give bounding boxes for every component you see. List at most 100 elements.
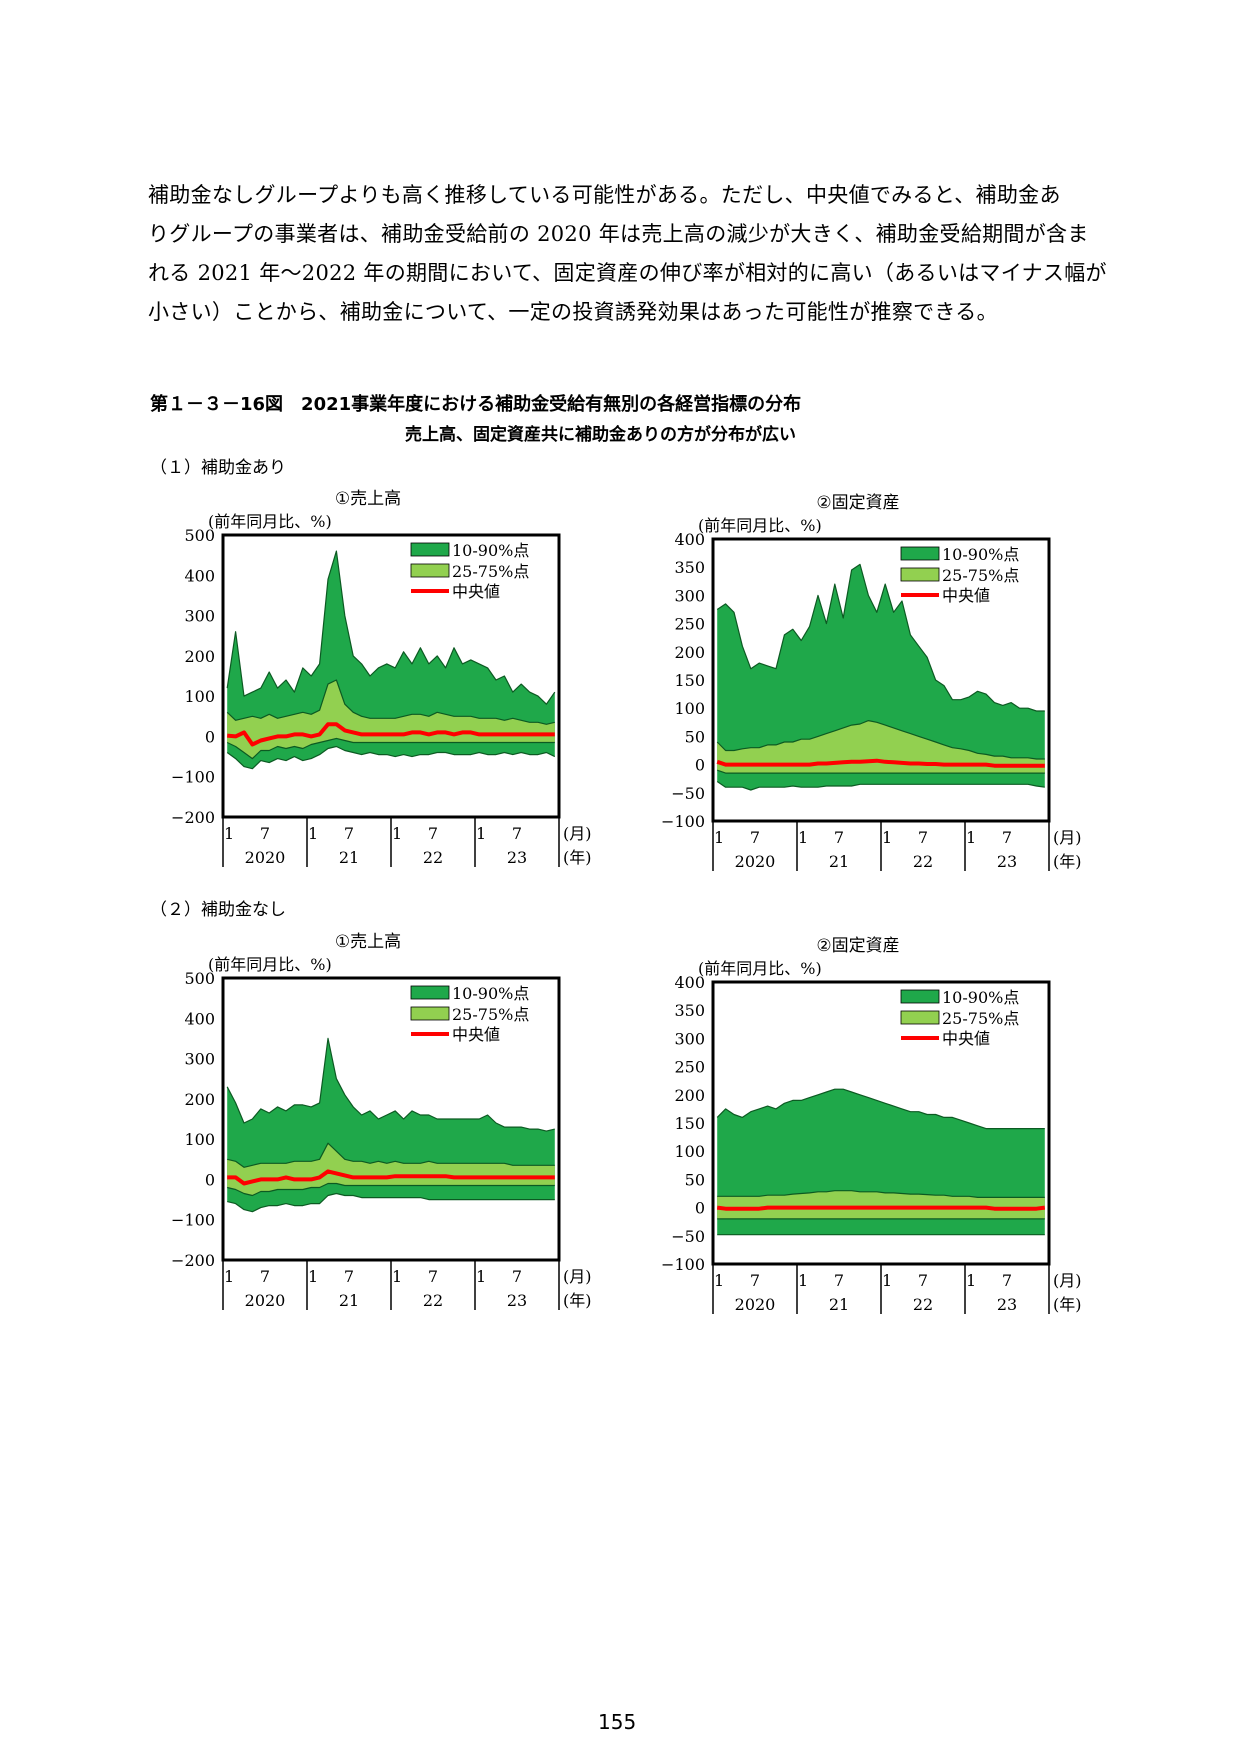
y-tick-label: 400	[184, 1009, 215, 1028]
x-tick-label: 7	[1002, 828, 1012, 847]
series-line-median	[716, 1205, 1046, 1211]
chart-panel-sales-without-subsidy: ①売上高 (前年同月比、%) −200 −100 0 100 200 300 400 500 1 7 2…	[140, 921, 620, 1321]
x-year-label: 22	[423, 1291, 443, 1310]
y-tick-label: −50	[671, 1227, 705, 1246]
x-tick-label: 1	[224, 824, 234, 843]
y-tick-label: 100	[674, 699, 705, 718]
y-tick-label: 350	[674, 558, 705, 577]
series-line-p90	[226, 550, 556, 705]
x-tick-label: 7	[834, 1271, 844, 1290]
paragraph-line: 小さい）ことから、補助金について、一定の投資誘発効果はあった可能性が推察できる。	[148, 300, 998, 324]
x-tick-label: 1	[714, 1271, 724, 1290]
band-25-75	[227, 680, 555, 759]
band-25-75	[227, 1143, 555, 1196]
series-line-median	[716, 758, 1045, 768]
x-year-label: 2020	[245, 848, 286, 867]
chart-assets-with-subsidy: ②固定資産 (前年同月比、%) −100 −50 0 50 100 150 200 250 300 3…	[661, 493, 1082, 871]
y-tick-label: 200	[184, 1090, 215, 1109]
x-tick-label: 1	[966, 1271, 976, 1290]
y-tick-label: 300	[184, 1050, 215, 1069]
series-line-p75	[226, 679, 555, 725]
series-line-median	[227, 722, 555, 747]
y-tick-label: 200	[674, 643, 705, 662]
legend-label: 25-75%点	[452, 562, 529, 581]
y-unit-label: (前年同月比、%)	[698, 516, 822, 535]
y-tick-label: −200	[171, 808, 215, 827]
series-line-p10	[716, 781, 1045, 791]
y-tick-label: 100	[184, 1130, 215, 1149]
y-tick-label: −50	[671, 784, 705, 803]
section-label-with-subsidy: （１）補助金あり	[150, 458, 286, 478]
chart-panel-assets-without-subsidy: ②固定資産 (前年同月比、%) −100 −50 0 50 100 150 200 250 300 3…	[630, 925, 1110, 1325]
chart-sales-without-subsidy: ①売上高(前年同月比、%) −200 −100 0 100 200 300 400 500 1 7 2…	[171, 932, 592, 1310]
x-tick-label: 7	[344, 824, 354, 843]
x-tick-label: 7	[512, 824, 522, 843]
y-tick-label: 150	[674, 1114, 705, 1133]
y-tick-label: −100	[171, 768, 215, 787]
x-tick-label: 1	[392, 1267, 402, 1286]
legend-label: 25-75%点	[942, 566, 1019, 585]
y-tick-label: 300	[674, 1029, 705, 1048]
x-tick-label: 1	[714, 828, 724, 847]
figure-subtitle: 売上高、固定資産共に補助金ありの方が分布が広い	[405, 425, 796, 445]
series-line-p25	[717, 769, 1045, 774]
series-line-p90	[716, 1088, 1045, 1130]
x-year-label: 23	[997, 852, 1017, 871]
legend-swatch-10-90	[410, 542, 450, 557]
chart-title: ①売上高	[335, 932, 401, 952]
x-tick-label: 7	[918, 828, 928, 847]
y-tick-label: 500	[184, 969, 215, 988]
x-year-label: 22	[913, 852, 933, 871]
band-10-90	[717, 564, 1045, 790]
series-line-p10	[227, 1192, 555, 1213]
legend-label: 10-90%点	[452, 541, 529, 560]
x-unit-label: (月)	[1053, 1271, 1082, 1290]
x-year-label: 21	[829, 852, 849, 871]
series-line-p10	[226, 745, 556, 770]
x-unit-label: (月)	[1053, 828, 1082, 847]
figure-title: 第１－３－16図 2021事業年度における補助金受給有無別の各経営指標の分布	[150, 394, 802, 415]
y-tick-label: −100	[171, 1211, 215, 1230]
x-year-label: 2020	[735, 852, 776, 871]
x-tick-label: 1	[966, 828, 976, 847]
y-tick-label: 0	[695, 756, 705, 775]
x-year-label: 21	[339, 848, 359, 867]
y-tick-label: 200	[184, 647, 215, 666]
y-tick-label: 400	[674, 973, 705, 992]
year-unit-label: (年)	[563, 1291, 592, 1310]
x-year-label: 22	[913, 1295, 933, 1314]
body-paragraph: 補助金なしグループよりも高く推移している可能性がある。ただし、中央値でみると、補…	[148, 176, 1138, 332]
chart-title: ②固定資産	[816, 493, 899, 513]
chart-sales-with-subsidy: ①売上高(前年同月比、%) −200 −100 0 100 200 300 400 500 1 7 2…	[171, 489, 592, 867]
x-tick-label: 1	[392, 824, 402, 843]
legend-swatch-25-75	[900, 1010, 940, 1025]
y-tick-label: 250	[674, 1058, 705, 1077]
legend-label: 25-75%点	[942, 1009, 1019, 1028]
paragraph-line: 補助金なしグループよりも高く推移している可能性がある。ただし、中央値でみると、補…	[148, 183, 1061, 207]
x-year-label: 21	[829, 1295, 849, 1314]
x-unit-label: (月)	[563, 824, 592, 843]
y-tick-label: 350	[674, 1001, 705, 1020]
x-tick-label: 1	[798, 1271, 808, 1290]
y-tick-label: 150	[674, 671, 705, 690]
x-tick-label: 7	[918, 1271, 928, 1290]
x-tick-label: 7	[750, 828, 760, 847]
y-tick-label: 400	[674, 530, 705, 549]
x-year-label: 22	[423, 848, 443, 867]
chart-panel-sales-with-subsidy: ①売上高 (前年同月比、%) −200 −100 0 100 200 300 400 500 1 7 2…	[140, 478, 620, 878]
x-tick-label: 7	[260, 824, 270, 843]
chart-title: ①売上高	[335, 489, 401, 509]
legend-label: 10-90%点	[942, 545, 1019, 564]
legend-label: 中央値	[452, 582, 500, 601]
y-tick-label: 50	[685, 727, 705, 746]
legend-label: 25-75%点	[452, 1005, 529, 1024]
legend-label: 中央値	[942, 586, 990, 605]
y-tick-label: 0	[205, 1170, 215, 1189]
chart-title: ②固定資産	[816, 936, 899, 956]
x-year-label: 21	[339, 1291, 359, 1310]
legend-label: 中央値	[942, 1029, 990, 1048]
x-tick-label: 1	[308, 1267, 318, 1286]
series-line-p75	[716, 720, 1045, 760]
x-tick-label: 7	[344, 1267, 354, 1286]
legend-swatch-25-75	[410, 563, 450, 578]
